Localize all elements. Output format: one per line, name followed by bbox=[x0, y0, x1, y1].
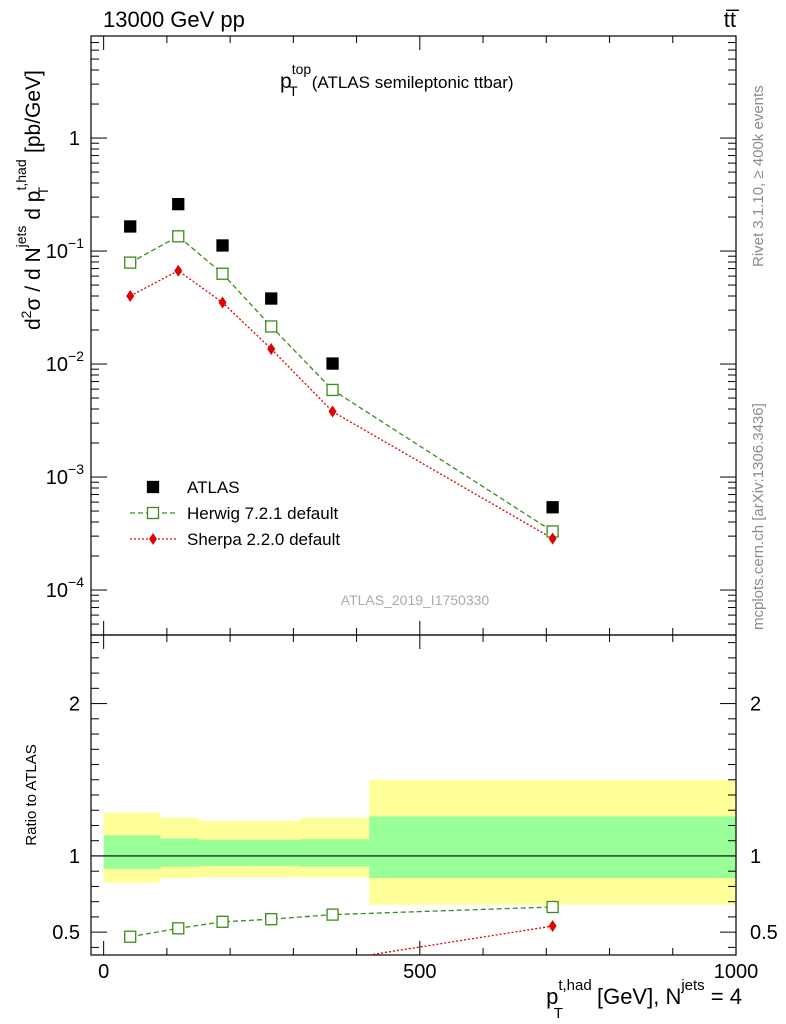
ylabel-sigma: σ / d N bbox=[22, 247, 45, 310]
ratio-tick-label-left: 2 bbox=[69, 694, 80, 716]
ratio-band-inner-1 bbox=[160, 838, 199, 867]
ratio-tick-label-right: 2 bbox=[750, 694, 761, 716]
main-y-axis-label: d2σ / d Njets d pt,had T [pb/GeV] bbox=[13, 70, 51, 330]
analysis-watermark: ATLAS_2019_I1750330 bbox=[341, 592, 490, 608]
herwig-point bbox=[124, 256, 137, 269]
ratio-band-inner-3 bbox=[249, 839, 300, 866]
herwig-point bbox=[265, 320, 278, 333]
ratio-band-inner-5 bbox=[369, 816, 736, 879]
plot-title-main: p bbox=[280, 70, 292, 93]
herwig-point bbox=[216, 267, 229, 280]
herwig-point bbox=[326, 383, 339, 397]
sherpa-point bbox=[174, 264, 183, 277]
y-tick-label: 1 bbox=[69, 128, 80, 150]
plot-title-sup: top bbox=[292, 61, 312, 77]
ylabel-sup-jets: jets bbox=[13, 226, 29, 249]
ylabel-sup-thad: t,had bbox=[13, 159, 29, 190]
plot-title-rest: (ATLAS semileptonic ttbar) bbox=[312, 73, 514, 92]
y-tick-label: 10−3 bbox=[46, 461, 84, 489]
xlabel-sup: t,had bbox=[558, 977, 591, 994]
header-right: tt̅ bbox=[724, 7, 740, 32]
herwig-line bbox=[129, 235, 553, 532]
atlas-point bbox=[216, 239, 229, 252]
legend: ATLAS Herwig 7.2.1 default Sherpa 2.2.0 de… bbox=[130, 478, 340, 549]
plot-title-sub: T bbox=[289, 83, 298, 99]
sherpa-line bbox=[129, 269, 553, 540]
legend-herwig-marker bbox=[146, 506, 160, 520]
ratio-band-inner-2 bbox=[198, 839, 250, 866]
sherpa-point bbox=[126, 290, 135, 303]
herwig-ratio-point bbox=[265, 913, 278, 926]
x-tick-label: 1000 bbox=[714, 961, 759, 983]
header-left: 13000 GeV pp bbox=[103, 7, 245, 32]
atlas-point bbox=[326, 357, 339, 370]
legend-sherpa-label: Sherpa 2.2.0 default bbox=[187, 530, 340, 549]
sherpa-ratio-line bbox=[369, 925, 553, 955]
sherpa-point bbox=[267, 342, 276, 355]
rivet-label: Rivet 3.1.10, ≥ 400k events bbox=[750, 85, 767, 267]
ratio-y-axis-label: Ratio to ATLAS bbox=[23, 744, 40, 845]
sherpa-point bbox=[218, 296, 227, 309]
ylabel-dp: d p bbox=[22, 191, 45, 226]
ylabel-d: d bbox=[22, 318, 45, 330]
atlas-point bbox=[124, 220, 137, 233]
xlabel-sub: T bbox=[554, 1005, 563, 1022]
herwig-ratio-point bbox=[546, 900, 559, 914]
herwig-ratio-point bbox=[124, 930, 137, 943]
ratio-tick-label-right: 0.5 bbox=[750, 922, 778, 944]
y-tick-label: 10−4 bbox=[46, 574, 84, 602]
y-tick-label: 10−1 bbox=[46, 235, 84, 263]
ratio-band-inner-4 bbox=[299, 839, 370, 867]
xlabel-sup-jets: jets bbox=[680, 977, 704, 994]
xlabel-end: = 4 bbox=[705, 984, 742, 1009]
ylabel-sub-T: T bbox=[35, 186, 51, 195]
legend-atlas-marker bbox=[146, 480, 160, 494]
x-axis-label: pt,had T [GeV], Njets = 4 bbox=[546, 977, 742, 1022]
plot-title: ptop T (ATLAS semileptonic ttbar) bbox=[280, 61, 514, 99]
x-tick-label: 0 bbox=[98, 961, 109, 983]
herwig-point bbox=[172, 230, 185, 243]
x-tick-label: 500 bbox=[403, 961, 436, 983]
mcplots-label: mcplots.cern.ch [arXiv:1306.3436] bbox=[750, 403, 767, 630]
ratio-panel: 0 500 1000 0.5 0.5 1 1 2 2 bbox=[52, 634, 778, 983]
herwig-ratio-point bbox=[172, 922, 185, 935]
sherpa-point bbox=[328, 405, 337, 418]
y-tick-label: 10−2 bbox=[46, 348, 84, 376]
xlabel-mid: [GeV], N bbox=[591, 984, 681, 1009]
herwig-ratio-point bbox=[326, 908, 339, 921]
legend-atlas-label: ATLAS bbox=[187, 478, 240, 497]
xlabel-p: p bbox=[546, 984, 558, 1009]
ratio-tick-label-left: 0.5 bbox=[52, 922, 80, 944]
main-panel: 1 10−1 10−2 10−3 10−4 bbox=[46, 35, 737, 636]
herwig-ratio-line bbox=[130, 906, 553, 938]
atlas-point bbox=[265, 292, 278, 305]
sherpa-point bbox=[548, 532, 557, 545]
legend-sherpa-marker bbox=[149, 533, 157, 545]
ratio-band-inner-0 bbox=[103, 835, 161, 869]
ylabel-units: [pb/GeV] bbox=[22, 70, 45, 159]
sherpa-ratio-point bbox=[548, 920, 557, 933]
sherpa-ratio-group bbox=[369, 920, 557, 955]
legend-herwig-label: Herwig 7.2.1 default bbox=[187, 504, 338, 523]
atlas-point bbox=[172, 198, 185, 211]
herwig-ratio-point bbox=[216, 915, 229, 928]
atlas-point bbox=[546, 501, 559, 514]
ylabel-sup2: 2 bbox=[18, 310, 34, 318]
ratio-tick-label-left: 1 bbox=[69, 846, 80, 868]
ratio-tick-label-right: 1 bbox=[750, 846, 761, 868]
